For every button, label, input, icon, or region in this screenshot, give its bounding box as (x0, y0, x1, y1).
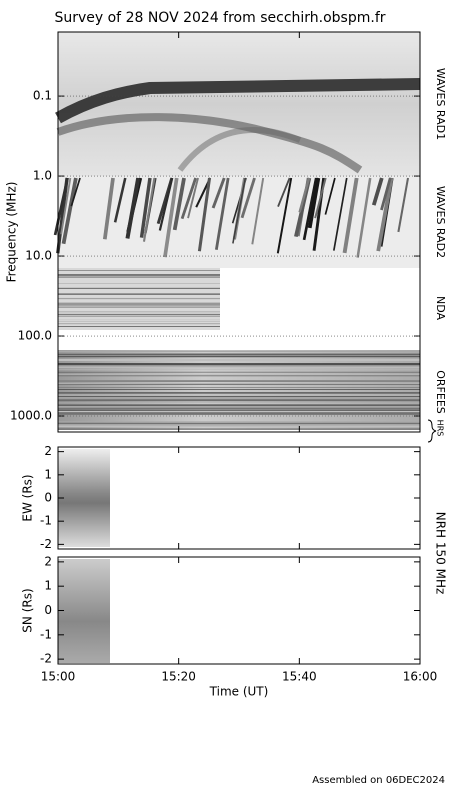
y-tick-label: 100.0 (18, 329, 52, 343)
burst (307, 177, 321, 229)
burst (371, 177, 384, 206)
rad1-bg (58, 32, 420, 176)
burst (302, 177, 318, 241)
burst (276, 177, 293, 254)
y-tick-label: 0 (44, 603, 52, 617)
burst (139, 177, 152, 238)
burst (102, 177, 115, 240)
x-tick-label: 16:00 (403, 670, 438, 684)
instrument-label: NRH 150 MHz (434, 512, 448, 595)
y-tick-label: 1.0 (33, 169, 52, 183)
burst (332, 177, 348, 251)
y-tick-label: -1 (40, 514, 52, 528)
sn-image (58, 559, 110, 663)
burst (125, 177, 141, 239)
y-tick-label: 2 (44, 444, 52, 458)
burst (142, 177, 156, 242)
burst (177, 127, 302, 172)
burst (70, 177, 81, 207)
burst (60, 177, 72, 235)
burst (197, 177, 212, 252)
chart-title: Survey of 28 NOV 2024 from secchirh.obsp… (54, 10, 385, 26)
burst (232, 177, 247, 244)
y-tick-label: 0.1 (33, 89, 52, 103)
burst (158, 177, 174, 231)
y-tick-label: -2 (40, 537, 52, 551)
y-tick-label: 1 (44, 467, 52, 481)
spectrogram-image (53, 32, 421, 663)
y-axis-label: EW (Rs) (21, 474, 35, 521)
burst (376, 177, 394, 252)
x-axis-label: Time (UT) (209, 685, 269, 699)
ew-image (58, 449, 110, 547)
x-tick-label: 15:40 (282, 670, 317, 684)
burst (61, 177, 78, 245)
plot-frame (57, 31, 421, 433)
orfees-bg (58, 350, 420, 430)
band-label: WAVES RAD1 (434, 68, 447, 140)
burst (53, 177, 69, 236)
burst (187, 177, 199, 219)
y-tick-label: 0 (44, 491, 52, 505)
x-tick-label: 15:00 (41, 670, 76, 684)
y-tick-label: 1000.0 (10, 409, 52, 423)
plot-frame (57, 556, 421, 665)
burst (277, 177, 291, 208)
band-label: NDA (434, 296, 447, 321)
burst (163, 177, 179, 258)
burst (397, 177, 410, 233)
y-tick-label: 1 (44, 579, 52, 593)
bracket (427, 419, 437, 443)
burst (214, 177, 230, 251)
y-axis-label: SN (Rs) (21, 588, 35, 632)
plot-frame (57, 446, 421, 550)
footer: Assembled on 06DEC2024 (312, 775, 445, 786)
burst (113, 177, 127, 223)
band-label: WAVES RAD2 (434, 186, 447, 258)
burst (298, 177, 311, 213)
burst (172, 177, 186, 231)
burst (356, 177, 372, 258)
y-tick-label: 10.0 (25, 249, 52, 263)
y-tick-label: -1 (40, 627, 52, 641)
burst (324, 177, 336, 215)
burst (380, 177, 392, 211)
y-tick-label: 2 (44, 554, 52, 568)
y-tick-label: -2 (40, 652, 52, 666)
burst (55, 78, 421, 124)
burst (314, 177, 327, 219)
burst (180, 177, 197, 220)
burst (251, 177, 265, 245)
burst (211, 177, 226, 209)
y-axis-label: Frequency (MHz) (5, 182, 19, 283)
band-label: ORFEES (434, 370, 447, 414)
burst (240, 177, 256, 219)
band-label: HRS (436, 420, 445, 437)
burst (342, 177, 359, 254)
x-tick-label: 15:20 (161, 670, 196, 684)
